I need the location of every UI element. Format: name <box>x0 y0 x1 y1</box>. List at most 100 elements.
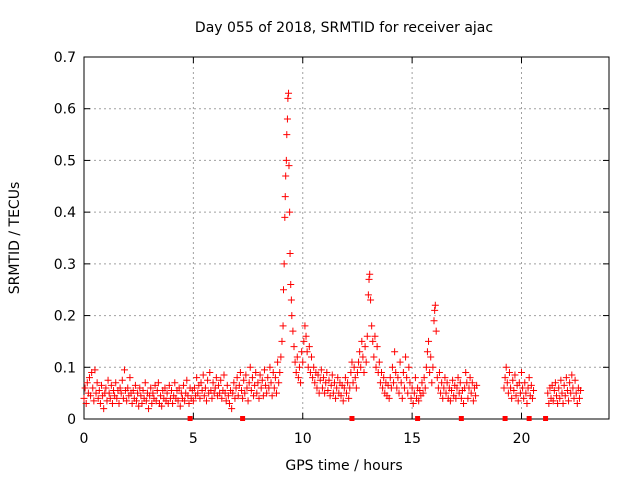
chart-title: Day 055 of 2018, SRMTID for receiver aja… <box>195 20 493 36</box>
data-point <box>257 384 265 392</box>
data-point <box>565 397 573 405</box>
data-point <box>464 394 472 402</box>
data-point <box>208 394 216 402</box>
data-point <box>310 363 318 371</box>
data-point <box>267 379 275 387</box>
data-point <box>242 371 250 379</box>
data-point <box>83 379 91 387</box>
data-point <box>299 358 307 366</box>
data-point <box>503 379 511 387</box>
data-point <box>260 366 268 374</box>
data-point <box>105 389 113 397</box>
data-point <box>346 384 354 392</box>
data-point <box>355 358 363 366</box>
data-point <box>441 374 449 382</box>
data-point <box>419 389 427 397</box>
data-point <box>398 394 406 402</box>
data-point <box>566 379 574 387</box>
data-point <box>274 358 282 366</box>
data-point <box>345 394 353 402</box>
data-point <box>80 394 88 402</box>
data-point <box>98 381 105 389</box>
data-point <box>356 348 364 356</box>
x-tick-label: 5 <box>189 431 198 447</box>
data-point <box>460 399 468 407</box>
data-point <box>555 384 563 392</box>
y-tick-label: 0.2 <box>54 309 76 325</box>
data-point <box>217 376 225 384</box>
data-point <box>154 379 162 387</box>
data-point <box>418 379 426 387</box>
data-point <box>292 368 300 376</box>
data-point <box>89 384 97 392</box>
data-point <box>372 363 380 371</box>
data-point <box>165 381 173 389</box>
data-point <box>411 374 419 382</box>
data-point <box>256 371 264 379</box>
data-point <box>228 405 236 413</box>
data-point <box>145 405 153 413</box>
data-point <box>283 131 291 139</box>
data-point <box>163 389 171 397</box>
data-point <box>512 392 520 400</box>
data-point <box>363 332 371 340</box>
data-point <box>378 368 385 376</box>
data-point <box>138 399 146 407</box>
data-point <box>352 384 360 392</box>
data-point <box>391 348 399 356</box>
data-point <box>244 397 252 405</box>
data-point <box>279 322 287 330</box>
data-point <box>402 353 410 361</box>
data-point <box>112 379 120 387</box>
y-tick-label: 0.3 <box>54 257 76 273</box>
data-point <box>263 389 271 397</box>
data-point <box>373 343 381 351</box>
data-point <box>287 296 295 304</box>
data-point <box>454 374 462 382</box>
data-point <box>573 399 581 407</box>
data-points <box>80 89 585 413</box>
data-point <box>393 384 401 392</box>
data-point <box>435 368 443 376</box>
data-point <box>423 348 431 356</box>
data-point <box>225 399 233 407</box>
data-point <box>94 394 102 402</box>
data-point <box>248 374 256 382</box>
zero-marker <box>240 416 246 421</box>
data-point <box>399 368 407 376</box>
data-point <box>370 353 378 361</box>
data-point <box>430 317 438 325</box>
zero-marker <box>458 416 464 421</box>
data-point <box>230 379 238 387</box>
data-point <box>268 392 276 400</box>
data-point <box>224 392 232 400</box>
data-point <box>431 301 439 309</box>
data-point <box>280 260 288 268</box>
zero-marker <box>187 416 193 421</box>
data-point <box>142 397 150 405</box>
data-point <box>129 387 137 395</box>
plot-frame <box>83 56 610 420</box>
data-point <box>557 376 565 384</box>
data-point <box>104 376 112 384</box>
data-point <box>266 363 274 371</box>
y-tick-label: 0.7 <box>54 50 76 66</box>
data-point <box>325 376 333 384</box>
data-point <box>364 291 372 299</box>
data-point <box>317 366 325 374</box>
data-point <box>415 397 423 405</box>
data-point <box>324 387 332 395</box>
data-point <box>247 387 255 395</box>
data-point <box>201 384 209 392</box>
data-point <box>320 374 328 382</box>
data-point <box>264 374 272 382</box>
zero-marker <box>543 416 549 421</box>
data-point <box>305 343 313 351</box>
data-point <box>189 397 197 405</box>
data-point <box>278 337 286 345</box>
data-point <box>281 213 289 221</box>
data-point <box>95 387 103 395</box>
data-point <box>175 384 183 392</box>
data-point <box>96 399 104 407</box>
